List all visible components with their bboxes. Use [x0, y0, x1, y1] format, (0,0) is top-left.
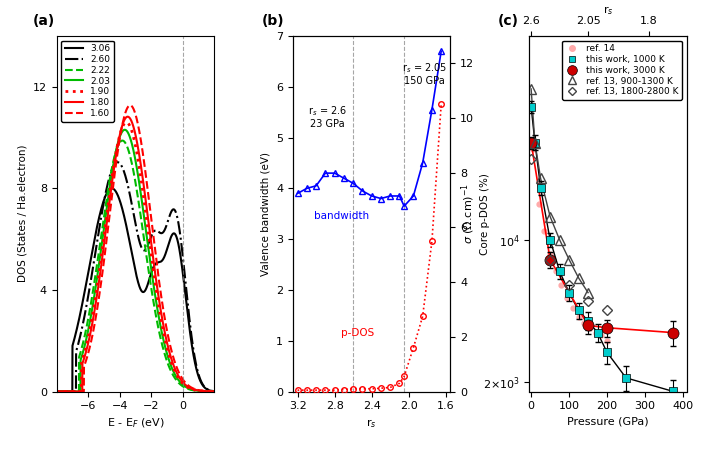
Text: bandwidth: bandwidth: [314, 211, 370, 221]
X-axis label: E - E$_F$ (eV): E - E$_F$ (eV): [106, 417, 164, 430]
Text: p-DOS: p-DOS: [341, 328, 375, 338]
Y-axis label: DOS (States / Ha.electron): DOS (States / Ha.electron): [17, 145, 27, 283]
Legend: 3.06, 2.60, 2.22, 2.03, 1.90, 1.80, 1.60: 3.06, 2.60, 2.22, 2.03, 1.90, 1.80, 1.60: [61, 40, 114, 122]
Y-axis label: Core p-DOS (%): Core p-DOS (%): [480, 173, 490, 255]
Y-axis label: Valence bandwidth (eV): Valence bandwidth (eV): [261, 152, 270, 276]
X-axis label: Pressure (GPa): Pressure (GPa): [567, 417, 649, 427]
Legend: ref. 14, this work, 1000 K, this work, 3000 K, ref. 13, 900-1300 K, ref. 13, 180: ref. 14, this work, 1000 K, this work, 3…: [561, 40, 683, 100]
Text: r$_s$ = 2.6
23 GPa: r$_s$ = 2.6 23 GPa: [308, 104, 347, 130]
X-axis label: r$_s$: r$_s$: [367, 417, 377, 430]
Text: (b): (b): [261, 14, 284, 28]
Text: (a): (a): [33, 14, 55, 28]
X-axis label: r$_s$: r$_s$: [603, 4, 613, 17]
Y-axis label: $\sigma$ ($\Omega$.cm)$^{-1}$: $\sigma$ ($\Omega$.cm)$^{-1}$: [459, 183, 477, 244]
Text: (c): (c): [498, 14, 519, 28]
Text: r$_s$ = 2.05
150 GPa: r$_s$ = 2.05 150 GPa: [402, 61, 447, 86]
